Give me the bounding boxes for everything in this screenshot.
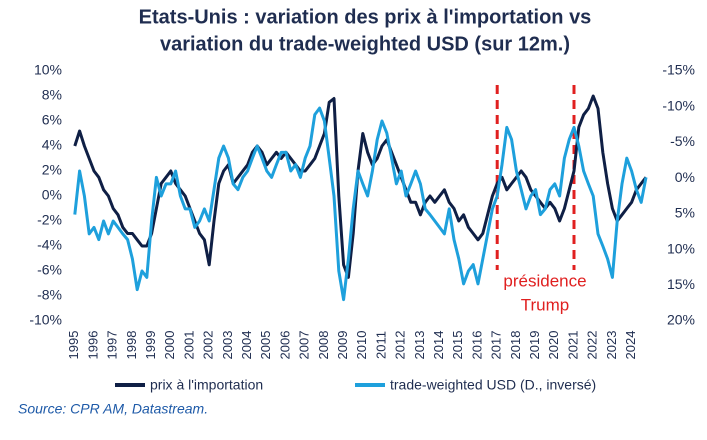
y-tick-label: -6% — [37, 262, 62, 278]
y-tick-label: 8% — [42, 87, 62, 103]
y2-tick-label: -10% — [662, 97, 695, 113]
x-tick-label: 2016 — [469, 331, 484, 360]
y2-tick-label: 10% — [667, 240, 695, 256]
x-tick-label: 2001 — [181, 331, 196, 360]
y2-tick-label: 20% — [667, 312, 695, 328]
x-tick-label: 2013 — [412, 331, 427, 360]
x-tick-label: 2005 — [258, 331, 273, 360]
x-tick-label: 1999 — [143, 331, 158, 360]
x-tick-label: 2024 — [623, 331, 638, 360]
series-line — [73, 106, 648, 302]
chart-title: Etats-Unis : variation des prix à l'impo… — [139, 6, 592, 28]
x-tick-label: 2010 — [354, 331, 369, 360]
x-tick-label: 2003 — [220, 331, 235, 360]
y2-tick-label: -15% — [662, 62, 695, 78]
x-tick-label: 2020 — [546, 331, 561, 360]
x-tick-label: 2014 — [431, 331, 446, 360]
x-tick-label: 2015 — [450, 331, 465, 360]
x-tick-label: 2022 — [585, 331, 600, 360]
x-tick-label: 2006 — [277, 331, 292, 360]
x-tick-label: 2018 — [508, 331, 523, 360]
y-tick-label: -10% — [29, 312, 62, 328]
y-tick-label: -8% — [37, 287, 62, 303]
x-tick-label: 2012 — [393, 331, 408, 360]
x-tick-label: 1996 — [85, 331, 100, 360]
x-tick-label: 1997 — [105, 331, 120, 360]
y2-tick-label: -5% — [670, 133, 695, 149]
y-tick-label: -2% — [37, 212, 62, 228]
y-tick-label: -4% — [37, 237, 62, 253]
x-tick-label: 2019 — [527, 331, 542, 360]
legend-label: trade-weighted USD (D., inversé) — [390, 377, 596, 393]
x-tick-label: 1998 — [124, 331, 139, 360]
y2-tick-label: 15% — [667, 276, 695, 292]
x-tick-label: 2023 — [604, 331, 619, 360]
y-tick-label: 0% — [42, 187, 62, 203]
x-tick-label: 2000 — [162, 331, 177, 360]
annotation-text: présidence — [503, 271, 586, 290]
legend-label: prix à l'importation — [150, 377, 263, 393]
y-tick-label: 6% — [42, 112, 62, 128]
series-line — [73, 94, 648, 279]
y2-tick-label: 5% — [675, 205, 695, 221]
x-tick-label: 2002 — [201, 331, 216, 360]
y-tick-label: 4% — [42, 137, 62, 153]
annotation-text: Trump — [521, 295, 570, 314]
x-tick-label: 1995 — [66, 331, 81, 360]
x-tick-label: 2009 — [335, 331, 350, 360]
y-tick-label: 2% — [42, 162, 62, 178]
x-tick-label: 2011 — [373, 331, 388, 359]
y-tick-label: 10% — [34, 62, 62, 78]
x-tick-label: 2007 — [297, 331, 312, 360]
y2-tick-label: 0% — [675, 169, 695, 185]
x-tick-label: 2021 — [565, 331, 580, 360]
x-tick-label: 2004 — [239, 331, 254, 360]
chart-title: variation du trade-weighted USD (sur 12m… — [160, 33, 570, 55]
x-tick-label: 2008 — [316, 331, 331, 360]
x-tick-label: 2017 — [489, 331, 504, 360]
source: Source: CPR AM, Datastream. — [18, 401, 208, 417]
